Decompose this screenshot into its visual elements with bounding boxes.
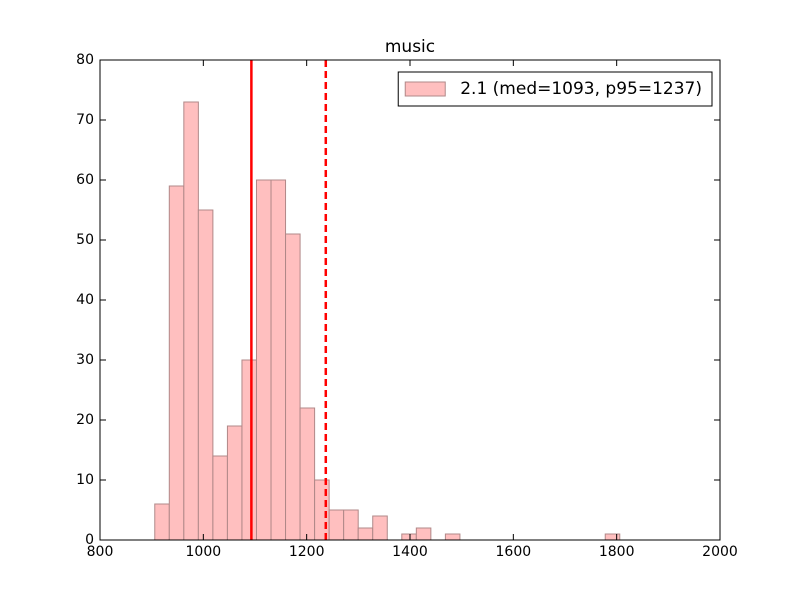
histogram-bar (401, 533, 417, 541)
legend-label: 2.1 (med=1093, p95=1237) (460, 79, 702, 99)
histogram-bar (154, 503, 170, 541)
y-tick-label: 20 (76, 412, 94, 428)
legend-box (397, 71, 713, 107)
chart-title: music (385, 37, 435, 57)
x-tick-label: 800 (87, 544, 114, 560)
y-tick-label: 30 (76, 352, 94, 368)
y-tick-label: 70 (76, 112, 94, 128)
x-tick-label: 2000 (702, 544, 738, 560)
histogram-bar (255, 179, 272, 541)
histogram-bar (299, 407, 316, 541)
x-tick-label: 1400 (392, 544, 428, 560)
y-tick-label: 60 (76, 172, 94, 188)
histogram-bar (343, 509, 359, 541)
histogram-bar (212, 455, 228, 541)
histogram-bar (415, 527, 432, 541)
x-tick-label: 1600 (496, 544, 532, 560)
histogram-bar (168, 185, 185, 541)
y-tick-label: 40 (76, 292, 94, 308)
histogram-bar (285, 233, 301, 541)
histogram-bar (604, 533, 621, 541)
histogram-bar (372, 515, 388, 541)
y-tick-label: 80 (76, 52, 94, 68)
y-tick-label: 50 (76, 232, 94, 248)
y-tick-label: 10 (76, 472, 94, 488)
x-tick-label: 1000 (186, 544, 222, 560)
legend-swatch (404, 81, 446, 97)
histogram-bar (444, 533, 461, 541)
histogram-bar (270, 179, 287, 541)
x-tick-label: 1200 (289, 544, 325, 560)
histogram-bar (183, 101, 199, 541)
histogram-bar (197, 209, 214, 541)
histogram-bar (357, 527, 374, 541)
histogram-bar (226, 425, 243, 541)
histogram-bar (241, 359, 257, 541)
y-tick-label: 0 (85, 532, 94, 548)
x-tick-label: 1800 (599, 544, 635, 560)
histogram-bar (328, 509, 345, 541)
